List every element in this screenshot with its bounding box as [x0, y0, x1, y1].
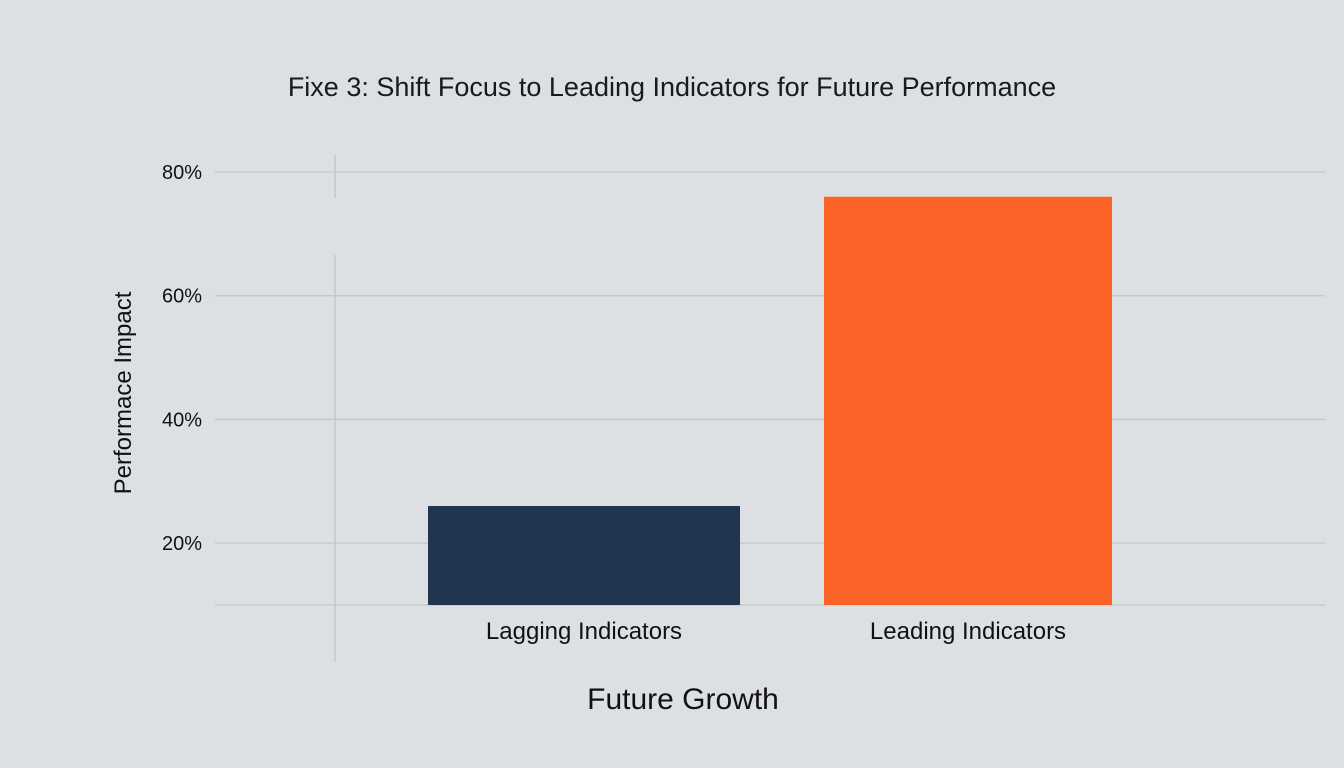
x-tick-label: Lagging Indicators: [486, 618, 682, 645]
y-tick-label: 80%: [162, 162, 202, 184]
x-tick-label: Leading Indicators: [870, 618, 1066, 645]
x-axis-label: Future Growth: [587, 683, 779, 716]
gridlines: [215, 171, 1325, 606]
chart-title: Fixe 3: Shift Focus to Leading Indicator…: [288, 72, 1056, 102]
y-tick-label: 60%: [162, 286, 202, 308]
y-tick-labels: 20% 40% 60% 80%: [162, 162, 202, 555]
y-axis-label: Performace Impact: [110, 291, 137, 494]
y-tick-label: 20%: [162, 533, 202, 555]
y-tick-label: 40%: [162, 409, 202, 431]
bar-lagging-indicators: [428, 506, 740, 605]
bars: [428, 196, 1112, 605]
x-tick-labels: Lagging Indicators Leading Indicators: [486, 618, 1066, 645]
bar-leading-indicators: [824, 196, 1112, 605]
